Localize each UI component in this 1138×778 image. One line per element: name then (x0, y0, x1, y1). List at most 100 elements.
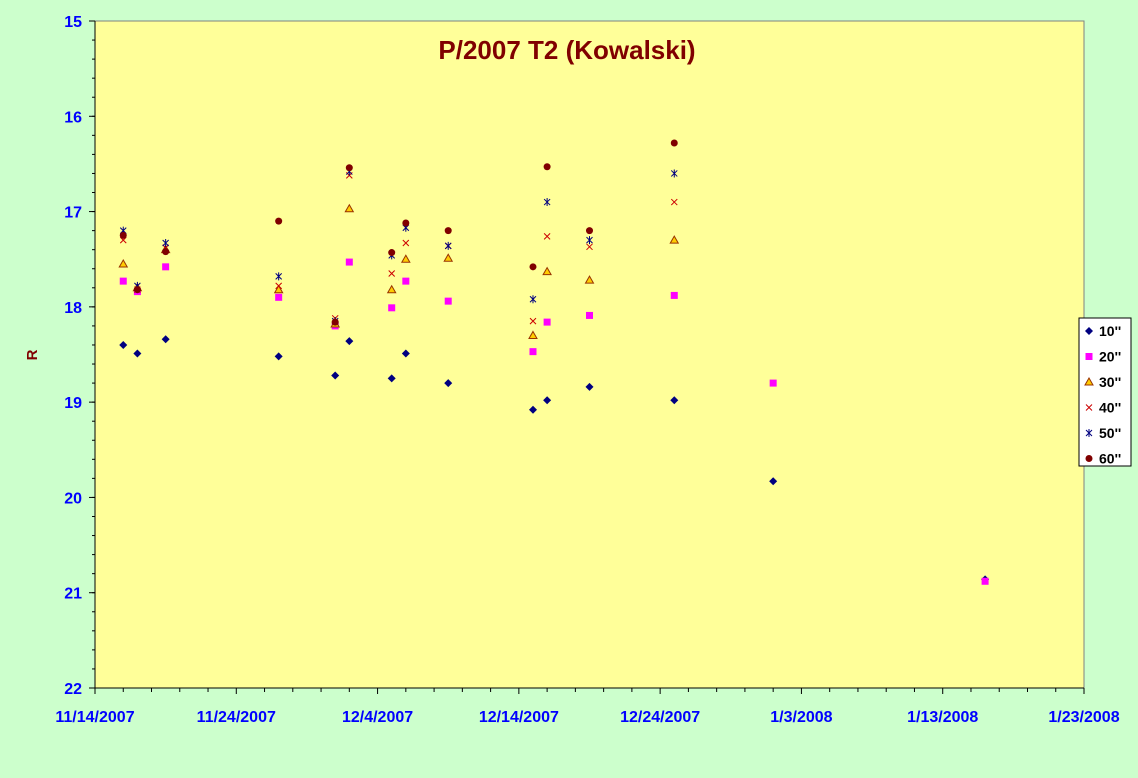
data-point (670, 139, 678, 147)
data-point (669, 235, 680, 244)
y-axis-label: R (24, 349, 41, 360)
data-point (386, 284, 397, 294)
data-point (133, 349, 142, 358)
data-point (119, 231, 127, 239)
data-point (670, 396, 679, 405)
data-point (670, 291, 678, 299)
legend-marker (1085, 353, 1093, 360)
legend-item: 10'' (1085, 323, 1121, 339)
x-tick-label: 12/14/2007 (479, 709, 559, 726)
data-point (769, 477, 778, 486)
data-point (345, 337, 354, 346)
data-point (528, 330, 538, 339)
x-tick-label: 12/24/2007 (620, 709, 700, 726)
legend-marker (1085, 429, 1093, 437)
data-point (444, 241, 452, 250)
legend-marker (1085, 455, 1093, 462)
data-point (670, 198, 678, 206)
data-point (344, 203, 355, 213)
y-tick-label: 20 (64, 490, 82, 507)
data-point (586, 236, 593, 245)
x-tick-label: 11/24/2007 (197, 709, 276, 726)
y-tick-label: 15 (64, 14, 82, 31)
legend-label: 10'' (1099, 323, 1121, 339)
data-point (443, 253, 454, 262)
data-point (161, 335, 170, 344)
y-tick-label: 21 (64, 586, 82, 603)
data-point (388, 304, 396, 312)
data-point (133, 286, 141, 294)
data-point (275, 217, 283, 225)
data-point (670, 169, 678, 178)
legend-item: 30'' (1084, 374, 1121, 390)
data-point (273, 284, 284, 294)
legend: 10'' 20'' 30'' 40'' 50'' 60'' (1078, 317, 1132, 467)
data-point (444, 227, 452, 235)
data-point (401, 349, 410, 358)
data-points (118, 139, 990, 585)
legend-label: 30'' (1099, 374, 1121, 390)
legend-item: 60'' (1085, 451, 1121, 467)
data-point (118, 258, 129, 268)
legend-label: 60'' (1099, 451, 1121, 467)
legend-label: 40'' (1099, 400, 1121, 416)
data-point (543, 163, 551, 171)
legend-item: 50'' (1085, 425, 1121, 441)
plot-area (94, 20, 1085, 689)
data-point (543, 198, 551, 207)
data-point (274, 352, 283, 361)
legend-marker (1085, 404, 1093, 411)
data-point (402, 219, 410, 227)
data-point (529, 263, 537, 271)
data-point (444, 297, 452, 305)
legend-box (1078, 317, 1132, 467)
data-point (162, 239, 169, 248)
legend-label: 20'' (1099, 349, 1121, 365)
data-point (331, 318, 339, 326)
series-0 (119, 335, 990, 584)
legend-marker (1085, 327, 1093, 335)
data-point (981, 577, 989, 585)
data-point (586, 227, 593, 235)
x-tick-label: 11/14/2007 (55, 709, 134, 726)
data-point (119, 277, 127, 285)
legend-label: 50'' (1099, 425, 1121, 441)
data-point (769, 379, 777, 387)
x-tick-label: 1/23/2008 (1048, 709, 1119, 726)
data-point (162, 263, 170, 271)
data-point (543, 232, 551, 240)
data-point (387, 374, 396, 383)
data-point (402, 239, 410, 247)
data-point (388, 270, 396, 277)
data-point (529, 348, 537, 356)
y-tick-label: 22 (64, 681, 82, 698)
data-point (388, 249, 396, 257)
data-point (586, 311, 593, 319)
y-tick-label: 19 (64, 395, 82, 412)
legend-item: 20'' (1085, 349, 1121, 365)
data-point (584, 275, 595, 284)
data-point (585, 382, 594, 391)
x-tick-label: 1/3/2008 (770, 709, 832, 726)
data-point (529, 295, 537, 304)
data-point (162, 248, 170, 256)
y-tick-label: 18 (64, 300, 82, 317)
data-point (543, 396, 552, 405)
data-point (444, 379, 453, 388)
data-point (402, 277, 410, 285)
data-point (586, 243, 593, 251)
data-point (529, 317, 537, 325)
data-point (528, 405, 537, 414)
legend-marker (1084, 376, 1094, 386)
data-point (400, 254, 411, 263)
data-point (345, 164, 353, 172)
data-point (275, 282, 283, 290)
y-tick-label: 17 (64, 205, 82, 222)
y-tick-label: 16 (64, 109, 82, 126)
x-tick-label: 1/13/2008 (907, 709, 978, 726)
data-point (345, 258, 353, 266)
data-point (331, 371, 340, 380)
data-point (542, 266, 552, 276)
